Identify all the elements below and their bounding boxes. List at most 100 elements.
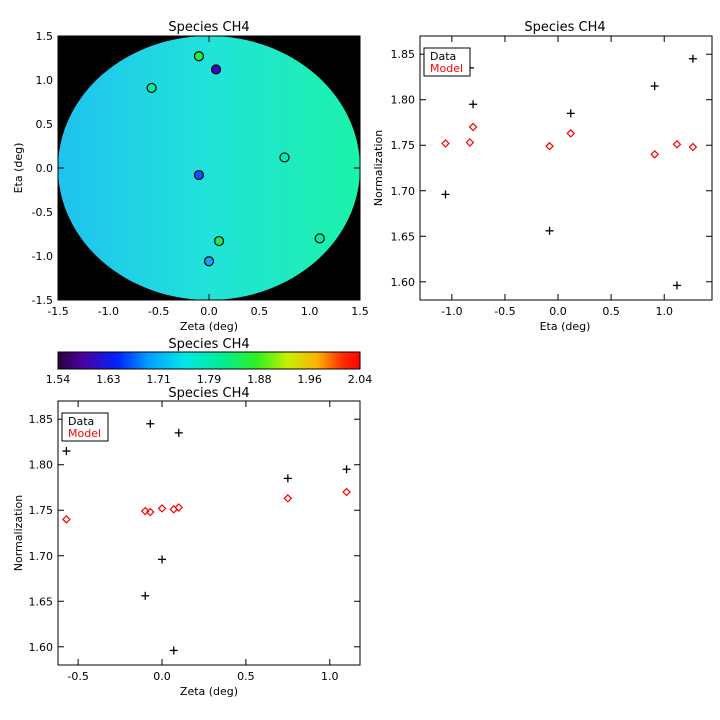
heatmap-ytick-label: 0.0	[36, 162, 54, 175]
eta-scatter-model-point	[545, 141, 554, 151]
eta-scatter-xtick-label: 0.0	[549, 305, 567, 318]
zeta-scatter-model-point	[174, 503, 184, 512]
heatmap-title: Species CH4	[168, 20, 249, 35]
zeta-scatter-title: Species CH4	[168, 386, 249, 401]
zeta-scatter-xlabel: Zeta (deg)	[180, 685, 238, 698]
eta-scatter-data-point	[469, 100, 478, 109]
eta-scatter-title: Species CH4	[524, 20, 605, 35]
eta-scatter-xtick-label: 0.5	[602, 305, 620, 318]
heatmap-xtick-label: -1.5	[47, 305, 68, 318]
eta-scatter-model-point	[566, 129, 576, 138]
zeta-scatter-ytick-label: 1.70	[29, 550, 54, 563]
zeta-scatter-legend: Data Model	[61, 412, 109, 442]
eta-scatter-ytick-label: 1.70	[391, 185, 416, 198]
zeta-scatter-xtick-label: 0.5	[237, 670, 255, 683]
zeta-scatter-model-point	[342, 487, 351, 497]
zeta-scatter-model-point	[157, 504, 167, 513]
colorbar-tick-label: 1.54	[46, 373, 71, 386]
legend-model-label: Model	[68, 427, 101, 440]
legend-model-label: Model	[430, 62, 463, 75]
zeta-scatter-data-point	[146, 419, 155, 428]
legend-data-label: Data	[430, 50, 456, 63]
eta-scatter-data-point	[566, 109, 575, 118]
heatmap-panel: Species CH4 -1.5 -1.0 -0.5 0.0 0.5 1.0 1.5 -1.5…	[12, 20, 369, 333]
colorbar-tick-label: 2.04	[348, 373, 373, 386]
eta-scatter-model-point	[441, 139, 450, 148]
heatmap-point	[203, 256, 215, 267]
zeta-scatter-data-point	[158, 555, 167, 564]
colorbar-tick-label: 1.79	[197, 373, 222, 386]
heatmap-ytick-label: 0.5	[36, 118, 54, 131]
colorbar-gradient	[57, 351, 361, 370]
heatmap-xtick-label: -1.0	[98, 305, 119, 318]
heatmap-ytick-label: 1.5	[36, 30, 54, 43]
heatmap-xtick-label: 0.0	[200, 305, 218, 318]
heatmap-ytick-label: -1.5	[32, 294, 53, 307]
heatmap-point	[146, 82, 157, 94]
colorbar-tick-label: 1.88	[247, 373, 272, 386]
zeta-scatter-model-point	[283, 494, 293, 503]
eta-scatter-model-point	[468, 122, 478, 132]
eta-scatter-data-point	[545, 226, 554, 235]
eta-scatter-ytick-label: 1.60	[391, 276, 416, 289]
zeta-scatter-model-point	[140, 506, 150, 516]
heatmap-xtick-label: 0.5	[251, 305, 269, 318]
eta-scatter-model-point	[465, 138, 475, 147]
zeta-scatter-ytick-label: 1.60	[29, 641, 54, 654]
eta-scatter-ylabel: Normalization	[372, 130, 385, 206]
zeta-scatter-ytick-label: 1.65	[29, 595, 54, 608]
eta-scatter-frame	[419, 35, 713, 301]
heatmap-ytick-label: 1.0	[36, 74, 54, 87]
eta-scatter-data-point	[441, 190, 450, 199]
eta-scatter-xtick-label: 1.0	[655, 305, 673, 318]
eta-scatter-data-point	[688, 54, 697, 63]
zeta-scatter-ytick-label: 1.75	[29, 504, 54, 517]
zeta-scatter-xtick-label: 0.0	[153, 670, 171, 683]
colorbar: Species CH4 1.54 1.63 1.71 1.79 1.88 1.96 2.04	[46, 337, 373, 386]
zeta-scatter-model-point	[62, 514, 71, 524]
heatmap-point	[213, 235, 225, 247]
eta-scatter-legend: Data Model	[423, 47, 471, 77]
heatmap-xtick-label: -0.5	[148, 305, 169, 318]
heatmap-xlabel: Zeta (deg)	[180, 320, 238, 333]
colorbar-tick-label: 1.71	[146, 373, 171, 386]
zeta-scatter-panel: Species CH4 -0.5 0.0 0.5 1.0 1.60 1.65 1.70 1.7…	[12, 386, 361, 698]
heatmap-point	[193, 169, 205, 181]
eta-scatter-ytick-label: 1.65	[391, 230, 416, 243]
eta-scatter-data-point	[672, 281, 681, 290]
zeta-scatter-data-point	[342, 465, 351, 474]
eta-scatter-ytick-label: 1.85	[391, 48, 416, 61]
heatmap-xtick-label: 1.0	[301, 305, 319, 318]
colorbar-title: Species CH4	[168, 337, 249, 352]
zeta-scatter-ytick-label: 1.85	[29, 413, 54, 426]
zeta-scatter-xtick-label: 1.0	[321, 670, 339, 683]
zeta-scatter-data-point	[141, 591, 150, 600]
heatmap-ytick-label: -0.5	[32, 206, 53, 219]
heatmap-ylabel: Eta (deg)	[12, 143, 25, 194]
zeta-scatter-frame	[57, 400, 361, 666]
heatmap-ytick-label: -1.0	[32, 250, 53, 263]
eta-scatter-model-point	[672, 139, 682, 149]
eta-scatter-data-point	[650, 82, 659, 91]
eta-scatter-ytick-label: 1.75	[391, 139, 416, 152]
legend-data-label: Data	[68, 415, 94, 428]
eta-scatter-xtick-label: -0.5	[494, 305, 515, 318]
colorbar-tick-label: 1.96	[297, 373, 322, 386]
colorbar-tick-label: 1.63	[96, 373, 121, 386]
heatmap-field	[58, 36, 360, 300]
legend-box	[423, 47, 471, 77]
zeta-scatter-ylabel: Normalization	[12, 495, 25, 571]
zeta-scatter-xtick-label: -0.5	[67, 670, 88, 683]
zeta-scatter-model-point	[145, 507, 155, 517]
eta-scatter-model-point	[650, 149, 660, 159]
zeta-scatter-data-point	[283, 474, 292, 483]
heatmap-xtick-label: 1.5	[351, 305, 369, 318]
zeta-scatter-data-point	[169, 646, 178, 655]
heatmap-point	[193, 51, 205, 62]
heatmap-point	[279, 152, 290, 163]
legend-box	[61, 412, 109, 442]
eta-scatter-panel: Species CH4 -1.0 -0.5 0.0 0.5 1.0 1.60 1.65 1.7…	[372, 20, 713, 333]
heatmap-point	[210, 64, 222, 75]
eta-scatter-xtick-label: -1.0	[441, 305, 462, 318]
